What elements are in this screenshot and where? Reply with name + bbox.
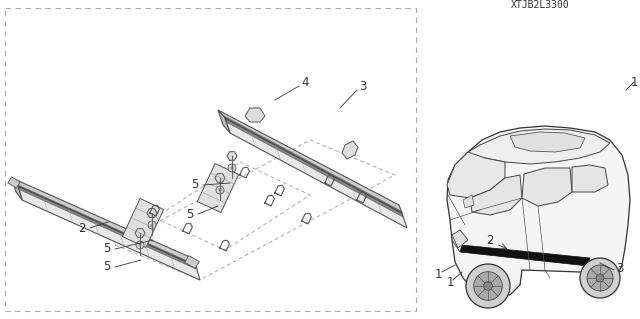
Text: 3: 3 bbox=[616, 262, 624, 275]
Text: 5: 5 bbox=[191, 179, 198, 191]
Text: 5: 5 bbox=[186, 207, 194, 220]
Circle shape bbox=[596, 274, 604, 282]
Bar bbox=[185, 256, 199, 269]
Polygon shape bbox=[245, 108, 265, 122]
Polygon shape bbox=[468, 129, 610, 164]
Polygon shape bbox=[218, 110, 230, 133]
Text: 2: 2 bbox=[486, 234, 493, 247]
Circle shape bbox=[138, 243, 141, 247]
Circle shape bbox=[587, 265, 613, 291]
Polygon shape bbox=[197, 163, 239, 212]
Circle shape bbox=[150, 224, 154, 226]
Polygon shape bbox=[18, 186, 200, 280]
Polygon shape bbox=[224, 116, 403, 217]
Polygon shape bbox=[12, 178, 196, 266]
Circle shape bbox=[148, 221, 156, 229]
Polygon shape bbox=[447, 126, 630, 295]
Circle shape bbox=[466, 264, 510, 308]
Circle shape bbox=[474, 272, 502, 300]
Polygon shape bbox=[510, 132, 585, 152]
Polygon shape bbox=[147, 209, 157, 217]
Text: 1: 1 bbox=[446, 276, 454, 288]
Text: 3: 3 bbox=[359, 80, 367, 93]
Text: XTJB2L3300: XTJB2L3300 bbox=[511, 0, 570, 10]
Polygon shape bbox=[447, 152, 505, 198]
Text: 5: 5 bbox=[103, 242, 111, 256]
Bar bbox=[8, 177, 20, 188]
Polygon shape bbox=[522, 168, 572, 206]
Polygon shape bbox=[342, 141, 358, 159]
Text: 1: 1 bbox=[426, 271, 434, 285]
Polygon shape bbox=[463, 195, 474, 208]
Polygon shape bbox=[460, 245, 590, 266]
Circle shape bbox=[136, 241, 144, 249]
Text: 1: 1 bbox=[630, 76, 638, 88]
Polygon shape bbox=[122, 198, 164, 248]
Text: 4: 4 bbox=[301, 76, 308, 88]
Circle shape bbox=[228, 164, 236, 172]
Circle shape bbox=[216, 186, 224, 194]
Text: 5: 5 bbox=[103, 261, 111, 273]
Circle shape bbox=[484, 282, 492, 290]
Text: 2: 2 bbox=[78, 221, 86, 234]
Circle shape bbox=[230, 167, 234, 169]
Polygon shape bbox=[218, 110, 402, 213]
Polygon shape bbox=[452, 230, 468, 248]
Circle shape bbox=[580, 258, 620, 298]
Polygon shape bbox=[18, 185, 196, 269]
Polygon shape bbox=[470, 175, 522, 215]
Polygon shape bbox=[135, 229, 145, 237]
Polygon shape bbox=[227, 152, 237, 160]
Polygon shape bbox=[225, 118, 407, 228]
Text: 1: 1 bbox=[435, 269, 442, 281]
Polygon shape bbox=[12, 178, 22, 200]
Polygon shape bbox=[215, 174, 225, 182]
Circle shape bbox=[218, 189, 221, 191]
Polygon shape bbox=[572, 165, 608, 192]
